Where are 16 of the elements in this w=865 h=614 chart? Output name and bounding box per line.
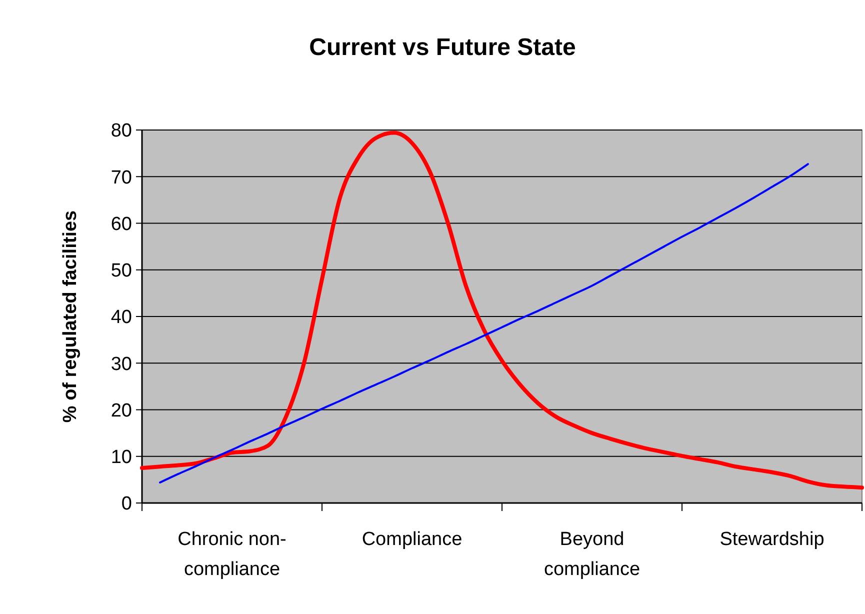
x-tick-label: Compliance [362,529,462,550]
y-tick-label: 60 [110,214,132,235]
y-tick-label: 80 [110,120,132,142]
y-axis-title: % of regulated facilities [60,210,81,423]
y-tick-label: 70 [110,167,132,188]
chart-title: Current vs Future State [309,34,576,61]
y-tick-label: 0 [121,494,132,515]
x-tick-label: Beyond compliance [544,529,640,580]
y-tick-label: 50 [110,260,132,282]
x-tick-label: Stewardship [720,529,824,550]
y-tick-label: 40 [110,307,132,328]
x-tick-label: Chronic non-compliance [178,529,286,580]
y-tick-label: 10 [110,447,132,468]
y-tick-label: 30 [110,354,132,375]
line-series [159,163,809,484]
y-tick-label: 20 [110,400,132,422]
